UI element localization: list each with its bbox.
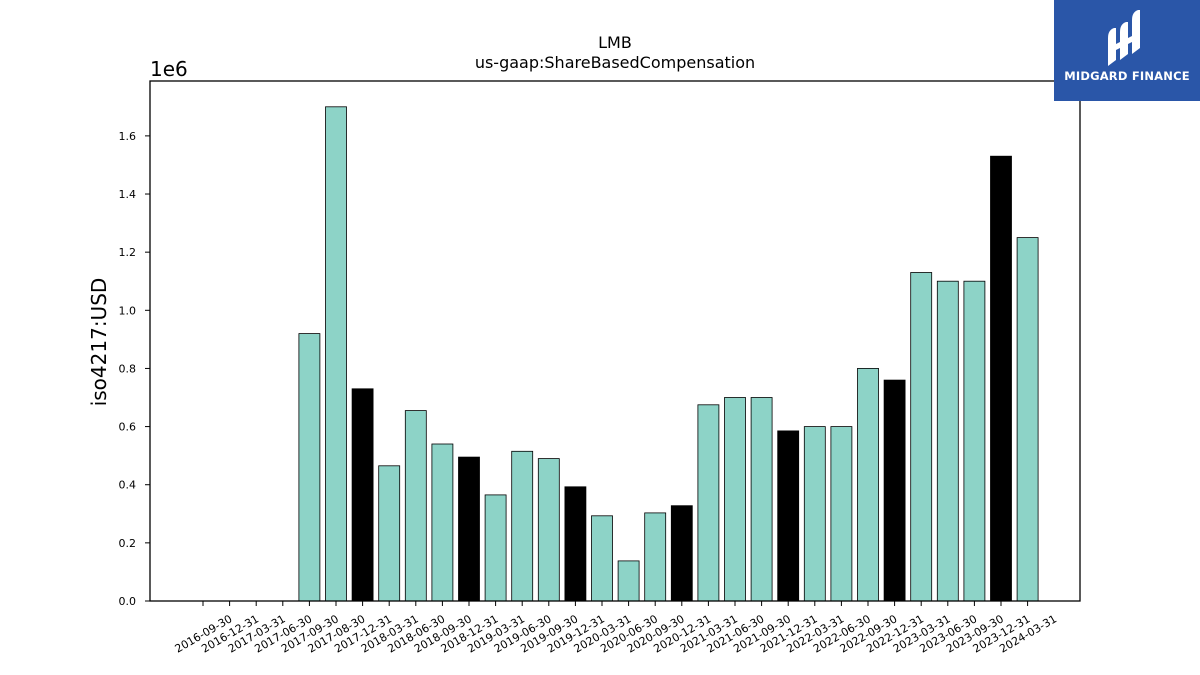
bar-2017-09-30 xyxy=(298,333,321,602)
bar-2020-12-31 xyxy=(670,505,693,602)
bar-2024-03-31 xyxy=(1016,237,1039,602)
x-ticks: 2016-09-302016-12-312017-03-312017-06-30… xyxy=(173,601,1059,656)
bar-2020-03-31 xyxy=(591,515,613,602)
bar-2021-12-31 xyxy=(777,430,800,602)
y-tick-label: 1.4 xyxy=(119,188,137,201)
y-tick-label: 0.0 xyxy=(119,595,137,608)
bar-2019-06-30 xyxy=(511,450,534,602)
bar-2022-12-31 xyxy=(883,379,906,602)
bar-2023-09-30 xyxy=(963,280,986,602)
bar-2019-12-31 xyxy=(564,486,587,602)
bar-2018-06-30 xyxy=(404,410,427,602)
y-ticks: 0.0 0.2 0.4 0.6 0.8 1.0 1.2 1.4 1.6 xyxy=(119,130,150,608)
bar-2022-03-31 xyxy=(803,426,826,602)
bar-2018-12-31 xyxy=(458,456,480,602)
y-tick-label: 1.2 xyxy=(119,246,137,259)
bar-2021-06-30 xyxy=(724,397,746,602)
bar-2018-03-31 xyxy=(378,465,401,602)
chart-subtitle: us-gaap:ShareBasedCompensation xyxy=(475,53,755,72)
bar-2021-09-30 xyxy=(750,397,773,602)
bar-2022-09-30 xyxy=(857,367,879,602)
y-tick-label: 1.0 xyxy=(119,304,137,317)
logo-text: MIDGARD FINANCE xyxy=(1064,69,1190,83)
y-axis-label: iso4217:USD xyxy=(87,278,111,407)
bar-2017-08-30 xyxy=(325,106,347,602)
y-tick-label: 0.8 xyxy=(119,362,137,375)
y-tick-label: 0.2 xyxy=(119,537,137,550)
bar-2017-12-31 xyxy=(351,388,374,602)
bar-2020-06-30 xyxy=(617,560,640,602)
bar-2019-03-31 xyxy=(484,494,507,602)
bar-2022-06-30 xyxy=(830,426,853,602)
y-tick-label: 0.4 xyxy=(119,479,137,492)
y-tick-label: 1.6 xyxy=(119,130,137,143)
bar-2018-09-30 xyxy=(431,443,454,602)
chart-title: LMB xyxy=(598,33,632,52)
y-multiplier-label: 1e6 xyxy=(150,57,188,81)
bar-2023-12-31 xyxy=(990,155,1012,602)
bars-layer xyxy=(298,106,1039,602)
logo-mark-icon xyxy=(1108,10,1140,66)
bar-2020-09-30 xyxy=(644,512,667,602)
bar-2021-03-31 xyxy=(697,404,720,602)
plot-frame xyxy=(149,80,1081,602)
midgard-finance-logo: MIDGARD FINANCE xyxy=(1054,0,1200,101)
bar-2019-09-30 xyxy=(537,458,560,602)
y-tick-label: 0.6 xyxy=(119,421,137,434)
bar-2023-03-31 xyxy=(910,272,933,602)
bar-2023-06-30 xyxy=(936,280,959,602)
